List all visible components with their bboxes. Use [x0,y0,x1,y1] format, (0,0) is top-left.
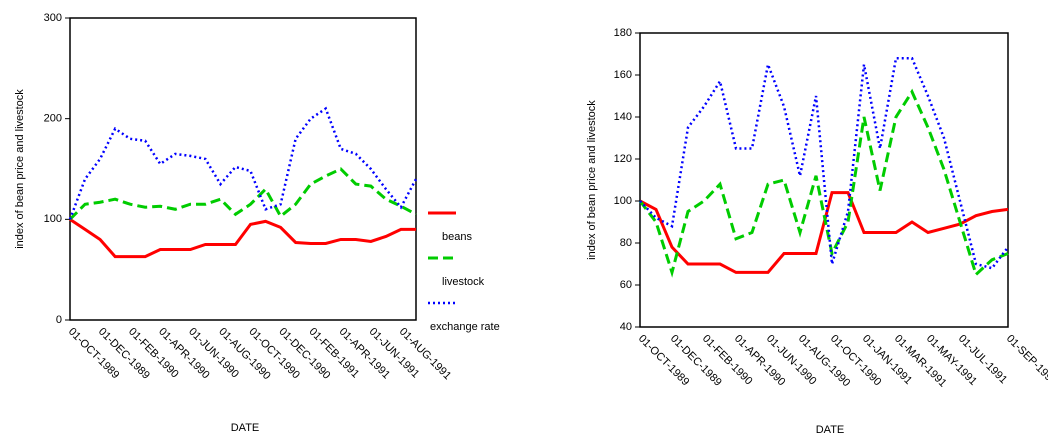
legend-label: livestock [442,276,485,288]
plot-frame [69,17,417,321]
y-axis-title: index of bean price and livestock [586,100,598,260]
x-axis-title: DATE [816,424,845,436]
y-tick-label: 0 [56,314,62,326]
y-tick-label: 120 [614,153,632,165]
data-line [639,56,1009,270]
x-tick-label: 01-SEP-1991 [1004,333,1048,388]
data-line [68,167,417,221]
x-tick-label: 01-AUG-1991 [397,326,453,382]
y-tick-label: 80 [620,237,632,249]
x-axis-title: DATE [231,422,260,434]
y-axis-title: index of bean price and livestock [14,89,26,249]
y-tick-label: 160 [614,69,632,81]
plot-frame [639,32,1009,328]
legend-label: exchange rate [430,321,500,333]
data-line [639,191,1009,274]
y-tick-label: 180 [614,27,632,39]
data-line [69,218,416,259]
y-tick-label: 100 [44,213,62,225]
y-tick-label: 40 [620,321,632,333]
data-line [638,88,1009,278]
data-line [68,106,418,220]
legend-label: beans [442,231,472,243]
y-tick-label: 140 [614,111,632,123]
y-tick-label: 100 [614,195,632,207]
y-tick-label: 60 [620,279,632,291]
y-tick-label: 300 [44,12,62,24]
y-tick-label: 200 [44,113,62,125]
